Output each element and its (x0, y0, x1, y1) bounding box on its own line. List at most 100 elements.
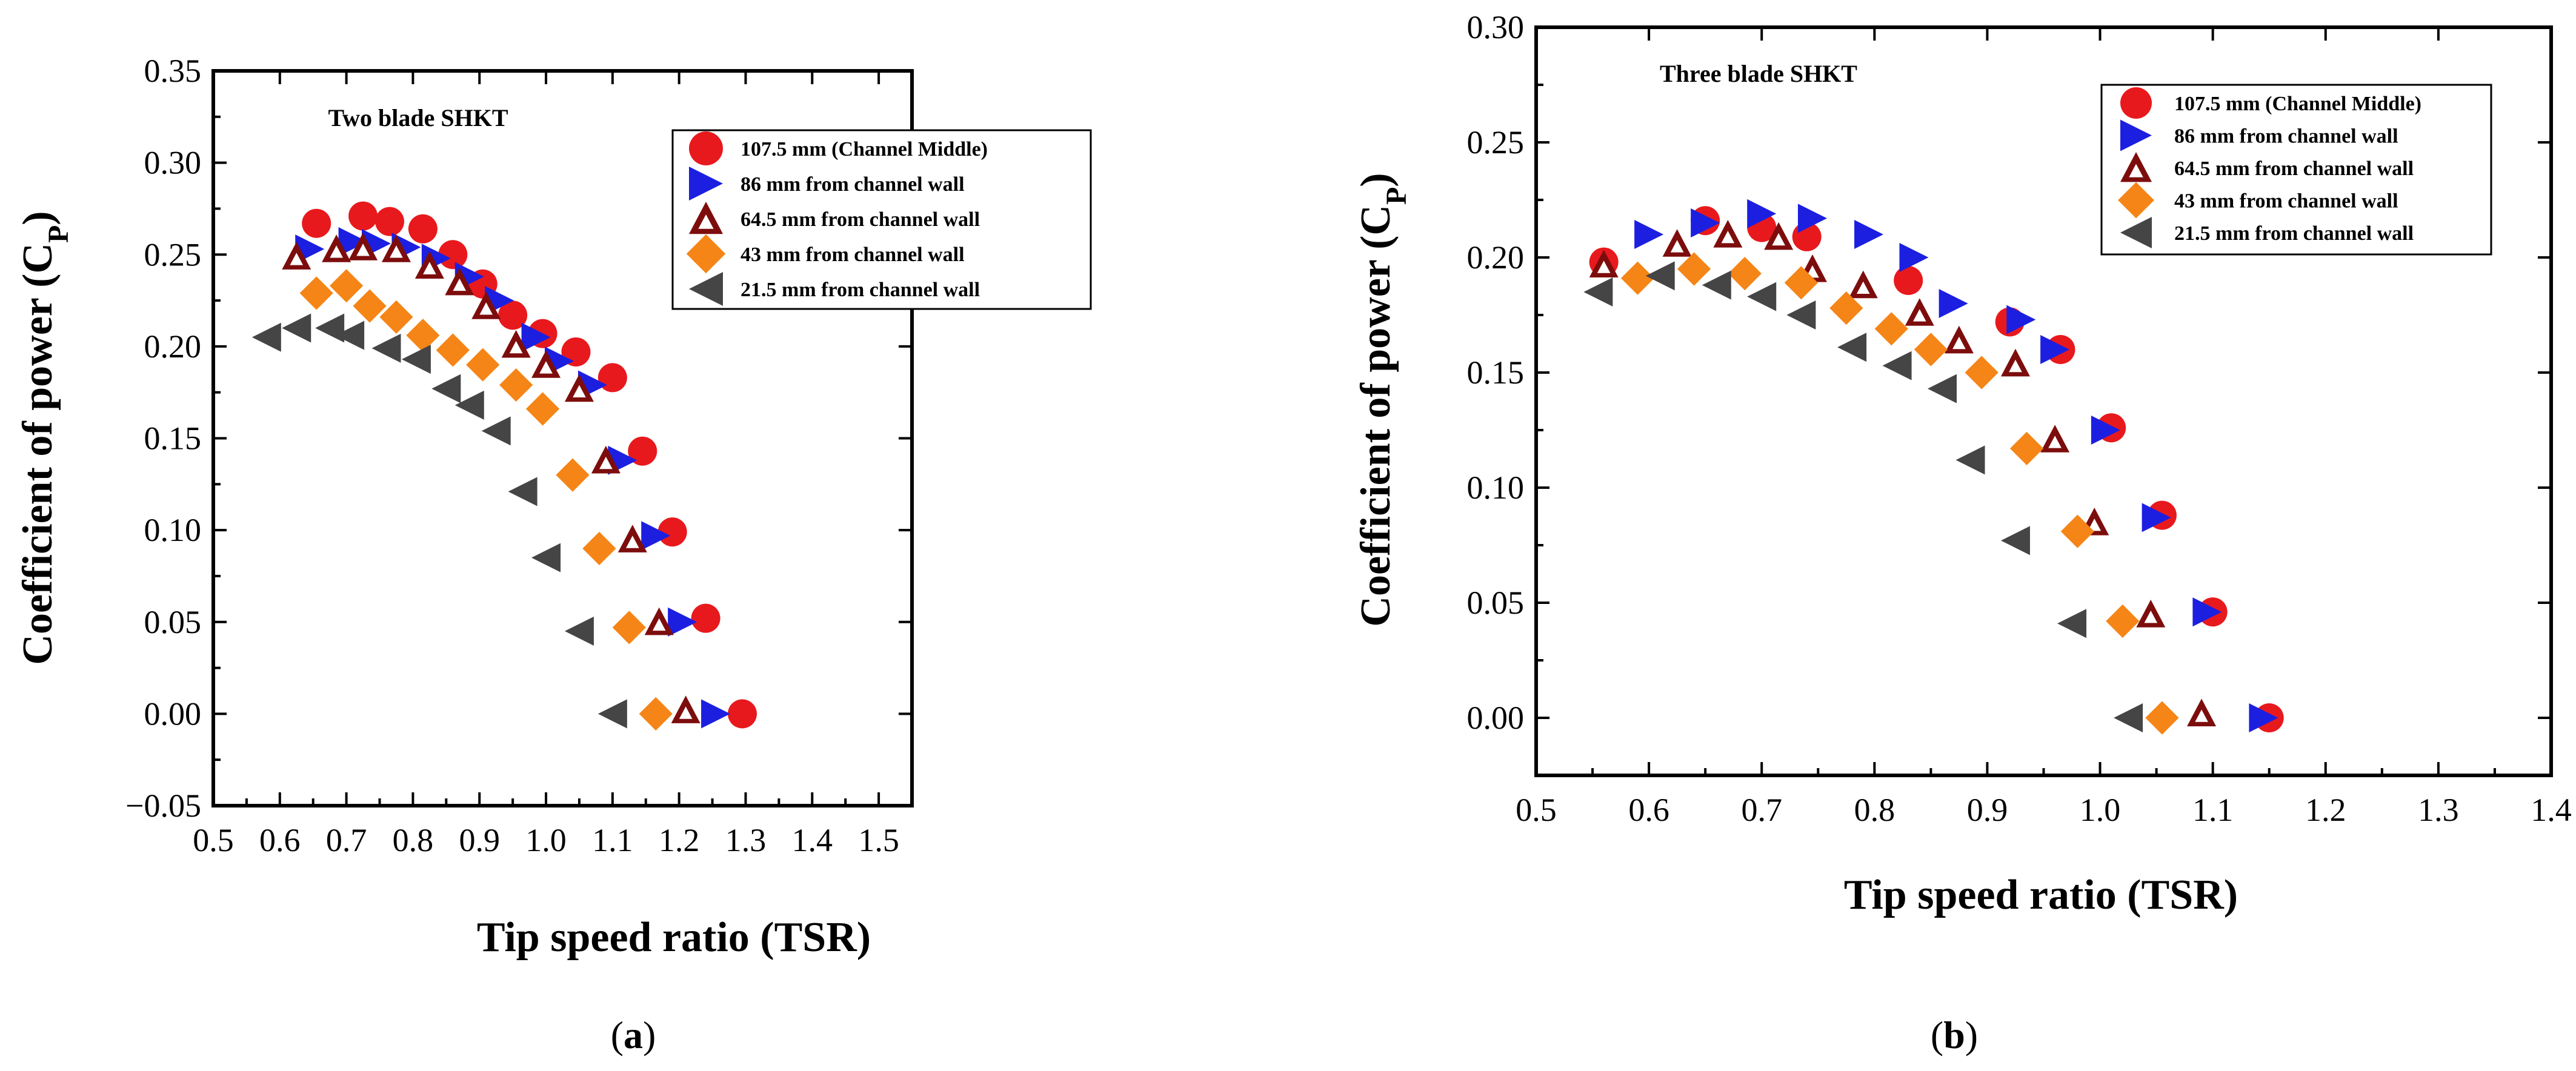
data-point (501, 330, 531, 358)
data-point (454, 390, 484, 420)
x-axis-title: Tip speed ratio (TSR) (1844, 872, 2238, 918)
data-point (299, 276, 333, 310)
legend-marker (2120, 87, 2152, 119)
x-tick-label: 0.8 (393, 822, 434, 858)
legend-label: 86 mm from channel wall (741, 173, 965, 196)
chart-title: Two blade SHKT (328, 104, 508, 131)
x-tick-label: 0.9 (459, 822, 500, 858)
x-tick-label: 0.7 (326, 822, 367, 858)
legend-label: 43 mm from channel wall (2174, 190, 2398, 213)
data-point (348, 233, 378, 260)
y-tick-label: 0.35 (144, 53, 202, 89)
legend-label: 21.5 mm from channel wall (741, 279, 980, 301)
data-point (445, 267, 474, 296)
x-tick-label: 0.6 (1628, 792, 1669, 828)
y-tick-label: 0.15 (1467, 354, 1525, 391)
data-point (508, 477, 537, 506)
data-point (521, 322, 551, 352)
legend-marker (2120, 119, 2152, 151)
data-point (1899, 243, 1929, 272)
data-point (436, 333, 470, 367)
series-2 (282, 233, 701, 723)
x-tick-label: 0.6 (259, 822, 301, 858)
y-tick-label: 0.20 (144, 328, 202, 365)
data-point (282, 313, 311, 343)
data-point (1882, 351, 1912, 380)
data-point (641, 521, 671, 551)
legend-marker (689, 131, 723, 165)
data-point (471, 291, 501, 319)
panel-label: (a) (611, 1013, 656, 1056)
data-point (499, 368, 533, 402)
data-point (2000, 526, 2030, 555)
data-point (644, 607, 674, 635)
y-tick-label: 0.05 (1467, 585, 1525, 621)
data-point (591, 445, 621, 474)
data-point (401, 345, 431, 374)
legend-label: 64.5 mm from channel wall (2174, 158, 2414, 180)
legend-label: 107.5 mm (Channel Middle) (2174, 93, 2421, 115)
series-3 (1620, 252, 2179, 735)
data-point (727, 699, 757, 729)
data-point (564, 374, 594, 402)
legend-marker (689, 167, 723, 201)
data-point (322, 234, 351, 262)
legend-marker (2120, 217, 2152, 248)
legend-box (671, 129, 1092, 310)
data-point (1797, 204, 1827, 233)
x-tick-label: 1.2 (2305, 792, 2346, 828)
chart-panel-a: −0.05 0.00 0.05 0.10 0.15 0.20 0.25 0.30 0.35 0.5… (15, 53, 1092, 1056)
legend-label: 86 mm from channel wall (2174, 125, 2398, 148)
data-point (2114, 703, 2143, 732)
x-tick-label: 0.9 (1967, 792, 2008, 828)
data-point (1583, 277, 1613, 307)
data-point (582, 531, 616, 566)
y-tick-label: 0.00 (144, 695, 202, 732)
y-tick-label: 0.15 (144, 420, 202, 457)
data-point (406, 319, 440, 353)
data-point (1713, 220, 1743, 248)
series-1 (1634, 199, 2278, 732)
data-point (1702, 270, 1731, 300)
series-3 (299, 269, 673, 731)
data-point (414, 251, 444, 279)
data-point (251, 322, 281, 352)
data-point (282, 242, 311, 270)
data-point (671, 695, 701, 723)
series-2 (1589, 220, 2217, 726)
chart-title: Three blade SHKT (1660, 60, 1857, 87)
data-point (330, 269, 364, 303)
data-point (1944, 325, 1974, 354)
data-point (466, 348, 500, 382)
data-point (408, 214, 438, 244)
data-point (1939, 289, 1968, 318)
chart-panel-b: 0.00 0.05 0.10 0.15 0.20 0.25 0.30 0.5 0.6 0.7 0.8… (1353, 9, 2572, 1056)
data-point (628, 436, 657, 466)
legend-marker (2120, 152, 2152, 182)
legend-label: 64.5 mm from channel wall (741, 208, 980, 231)
data-point (2000, 348, 2030, 377)
data-point (1747, 199, 1777, 228)
series-4 (251, 313, 627, 729)
y-tick-label: 0.10 (1467, 469, 1525, 506)
legend-marker (686, 234, 726, 274)
data-point (525, 392, 560, 426)
data-point (2040, 425, 2070, 453)
data-point (556, 458, 590, 492)
data-point (1620, 261, 1655, 295)
x-tick-label: 1.2 (659, 822, 700, 858)
x-tick-label: 1.1 (592, 822, 633, 858)
data-point (371, 333, 401, 363)
legend-box (2100, 84, 2492, 256)
data-point (1894, 266, 1923, 295)
x-tick-label: 1.0 (525, 822, 567, 858)
data-point (1589, 250, 1619, 277)
x-tick-label: 1.3 (2418, 792, 2459, 828)
data-point (2192, 597, 2222, 627)
data-point (1634, 220, 1664, 249)
y-tick-label: −0.05 (125, 788, 201, 824)
data-point (2009, 431, 2044, 465)
data-point (1874, 312, 1908, 346)
x-tick-label: 0.5 (1516, 792, 1557, 828)
